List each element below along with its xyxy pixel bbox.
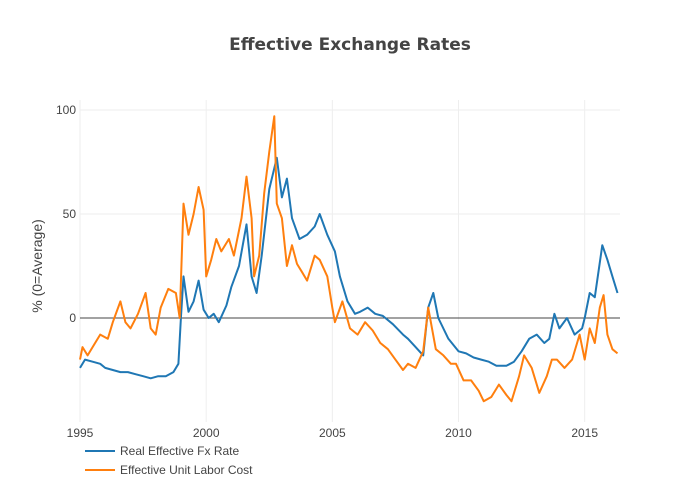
- y-tick-label: 0: [69, 311, 76, 325]
- x-tick-label: 2015: [571, 426, 598, 440]
- legend-label-0[interactable]: Real Effective Fx Rate: [120, 444, 239, 458]
- x-tick-label: 2005: [319, 426, 346, 440]
- legend[interactable]: Real Effective Fx Rate Effective Unit Lab…: [85, 444, 253, 477]
- y-axis-ticks: 0 50 100: [56, 103, 76, 325]
- series-line-0: [79, 156, 619, 380]
- x-tick-label: 1995: [67, 426, 94, 440]
- y-tick-label: 100: [56, 103, 76, 117]
- series-lines: [79, 115, 619, 403]
- chart-title: Effective Exchange Rates: [229, 35, 471, 55]
- x-axis-ticks: 1995 2000 2005 2010 2015: [67, 426, 599, 440]
- x-tick-label: 2010: [445, 426, 472, 440]
- series-line-1: [79, 115, 619, 403]
- x-tick-label: 2000: [193, 426, 220, 440]
- legend-label-1[interactable]: Effective Unit Labor Cost: [120, 463, 253, 477]
- y-axis-title: % (0=Average): [29, 219, 45, 313]
- grid: [79, 100, 620, 422]
- y-tick-label: 50: [63, 207, 77, 221]
